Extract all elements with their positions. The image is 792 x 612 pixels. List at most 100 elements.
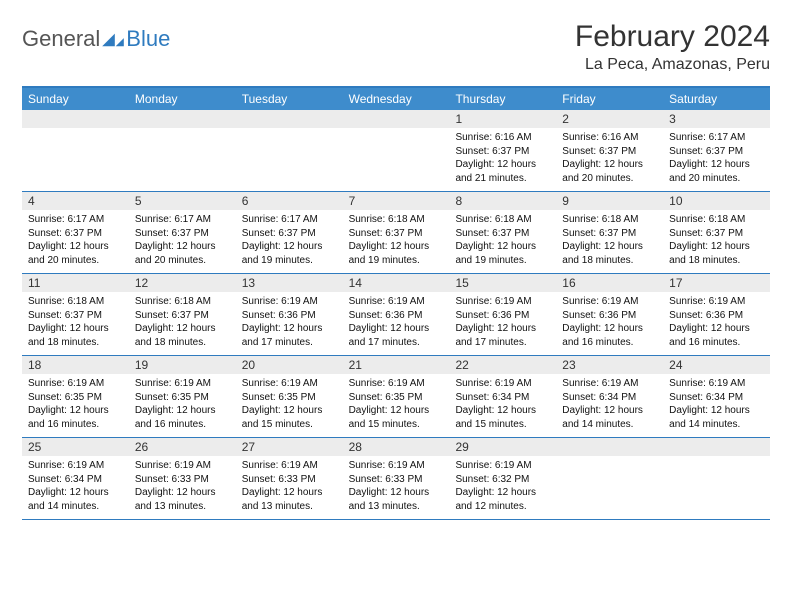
calendar-cell: 28 Sunrise: 6:19 AMSunset: 6:33 PMDayligh… (343, 438, 450, 519)
day-number: 21 (343, 356, 450, 374)
day-details: Sunrise: 6:19 AMSunset: 6:33 PMDaylight:… (236, 456, 343, 519)
sunset-line: Sunset: 6:37 PM (349, 227, 444, 241)
day-details: Sunrise: 6:18 AMSunset: 6:37 PMDaylight:… (556, 210, 663, 273)
sunrise-line: Sunrise: 6:19 AM (562, 295, 657, 309)
sunset-line: Sunset: 6:37 PM (562, 145, 657, 159)
calendar-cell: 25Sunrise: 6:19 AMSunset: 6:34 PMDayligh… (22, 438, 129, 519)
day-number: 28 (343, 438, 450, 456)
day-number: 24 (663, 356, 770, 374)
daylight-line: Daylight: 12 hours and 13 minutes. (349, 486, 444, 513)
day-details: Sunrise: 6:19 AMSunset: 6:35 PMDaylight:… (22, 374, 129, 437)
daylight-line: Daylight: 12 hours and 15 minutes. (349, 404, 444, 431)
sunset-line: Sunset: 6:34 PM (455, 391, 550, 405)
sunset-line: Sunset: 6:36 PM (669, 309, 764, 323)
daylight-line: Daylight: 12 hours and 18 minutes. (562, 240, 657, 267)
daylight-line: Daylight: 12 hours and 21 minutes. (455, 158, 550, 185)
sunrise-line: Sunrise: 6:17 AM (28, 213, 123, 227)
daylight-line: Daylight: 12 hours and 16 minutes. (562, 322, 657, 349)
calendar-cell: 17Sunrise: 6:19 AMSunset: 6:36 PMDayligh… (663, 274, 770, 355)
daylight-line: Daylight: 12 hours and 15 minutes. (455, 404, 550, 431)
sunset-line: Sunset: 6:37 PM (28, 309, 123, 323)
calendar-cell: 5Sunrise: 6:17 AMSunset: 6:37 PMDaylight… (129, 192, 236, 273)
sunrise-line: Sunrise: 6:18 AM (455, 213, 550, 227)
sunrise-line: Sunrise: 6:17 AM (242, 213, 337, 227)
day-number: 26 (129, 438, 236, 456)
day-details: Sunrise: 6:19 AMSunset: 6:36 PMDaylight:… (236, 292, 343, 355)
calendar-cell: 2Sunrise: 6:16 AMSunset: 6:37 PMDaylight… (556, 110, 663, 191)
sunrise-line: Sunrise: 6:19 AM (242, 295, 337, 309)
daylight-line: Daylight: 12 hours and 13 minutes. (242, 486, 337, 513)
calendar-cell: 15Sunrise: 6:19 AMSunset: 6:36 PMDayligh… (449, 274, 556, 355)
week-row: 1Sunrise: 6:16 AMSunset: 6:37 PMDaylight… (22, 110, 770, 192)
day-number: 14 (343, 274, 450, 292)
day-details: Sunrise: 6:19 AMSunset: 6:36 PMDaylight:… (449, 292, 556, 355)
sunset-line: Sunset: 6:36 PM (242, 309, 337, 323)
calendar-cell: 19Sunrise: 6:19 AMSunset: 6:35 PMDayligh… (129, 356, 236, 437)
week-row: 11Sunrise: 6:18 AMSunset: 6:37 PMDayligh… (22, 274, 770, 356)
day-header: Wednesday (343, 88, 450, 110)
day-details: Sunrise: 6:19 AMSunset: 6:33 PMDaylight:… (129, 456, 236, 519)
daylight-line: Daylight: 12 hours and 19 minutes. (242, 240, 337, 267)
calendar-cell: 24Sunrise: 6:19 AMSunset: 6:34 PMDayligh… (663, 356, 770, 437)
brand-logo: General Blue (22, 26, 170, 52)
calendar-cell: 21Sunrise: 6:19 AMSunset: 6:35 PMDayligh… (343, 356, 450, 437)
day-details: Sunrise: 6:19 AMSunset: 6:36 PMDaylight:… (556, 292, 663, 355)
sunset-line: Sunset: 6:36 PM (562, 309, 657, 323)
calendar-cell: 7Sunrise: 6:18 AMSunset: 6:37 PMDaylight… (343, 192, 450, 273)
sunrise-line: Sunrise: 6:19 AM (135, 459, 230, 473)
calendar-cell: 8Sunrise: 6:18 AMSunset: 6:37 PMDaylight… (449, 192, 556, 273)
daylight-line: Daylight: 12 hours and 15 minutes. (242, 404, 337, 431)
day-number (236, 110, 343, 128)
sunrise-line: Sunrise: 6:19 AM (562, 377, 657, 391)
calendar-cell: 3Sunrise: 6:17 AMSunset: 6:37 PMDaylight… (663, 110, 770, 191)
day-number: 5 (129, 192, 236, 210)
calendar-cell: 22Sunrise: 6:19 AMSunset: 6:34 PMDayligh… (449, 356, 556, 437)
day-header: Friday (556, 88, 663, 110)
calendar-cell: 10Sunrise: 6:18 AMSunset: 6:37 PMDayligh… (663, 192, 770, 273)
sunrise-line: Sunrise: 6:19 AM (669, 295, 764, 309)
sunrise-line: Sunrise: 6:19 AM (349, 459, 444, 473)
day-number: 29 (449, 438, 556, 456)
daylight-line: Daylight: 12 hours and 20 minutes. (28, 240, 123, 267)
calendar-cell-empty (22, 110, 129, 191)
sunset-line: Sunset: 6:34 PM (562, 391, 657, 405)
day-number (663, 438, 770, 456)
sunrise-line: Sunrise: 6:19 AM (349, 377, 444, 391)
sunset-line: Sunset: 6:34 PM (669, 391, 764, 405)
day-number: 9 (556, 192, 663, 210)
calendar-cell: 11Sunrise: 6:18 AMSunset: 6:37 PMDayligh… (22, 274, 129, 355)
page-header: General Blue February 2024 La Peca, Amaz… (22, 20, 770, 74)
daylight-line: Daylight: 12 hours and 18 minutes. (28, 322, 123, 349)
sunset-line: Sunset: 6:37 PM (455, 227, 550, 241)
day-number: 10 (663, 192, 770, 210)
sunset-line: Sunset: 6:37 PM (28, 227, 123, 241)
sunset-line: Sunset: 6:36 PM (349, 309, 444, 323)
daylight-line: Daylight: 12 hours and 18 minutes. (669, 240, 764, 267)
daylight-line: Daylight: 12 hours and 16 minutes. (135, 404, 230, 431)
daylight-line: Daylight: 12 hours and 19 minutes. (349, 240, 444, 267)
day-number: 18 (22, 356, 129, 374)
day-number: 19 (129, 356, 236, 374)
sunrise-line: Sunrise: 6:17 AM (669, 131, 764, 145)
calendar-cell: 23Sunrise: 6:19 AMSunset: 6:34 PMDayligh… (556, 356, 663, 437)
sunset-line: Sunset: 6:32 PM (455, 473, 550, 487)
daylight-line: Daylight: 12 hours and 17 minutes. (349, 322, 444, 349)
sunset-line: Sunset: 6:37 PM (562, 227, 657, 241)
day-number: 15 (449, 274, 556, 292)
day-number: 1 (449, 110, 556, 128)
sunset-line: Sunset: 6:35 PM (135, 391, 230, 405)
calendar-cell: 13Sunrise: 6:19 AMSunset: 6:36 PMDayligh… (236, 274, 343, 355)
month-title: February 2024 (575, 20, 770, 54)
week-row: 18Sunrise: 6:19 AMSunset: 6:35 PMDayligh… (22, 356, 770, 438)
calendar-cell-empty (129, 110, 236, 191)
calendar-cell-empty (556, 438, 663, 519)
day-number: 6 (236, 192, 343, 210)
calendar-cell: 20Sunrise: 6:19 AMSunset: 6:35 PMDayligh… (236, 356, 343, 437)
day-number: 12 (129, 274, 236, 292)
sunrise-line: Sunrise: 6:18 AM (28, 295, 123, 309)
day-number: 27 (236, 438, 343, 456)
daylight-line: Daylight: 12 hours and 18 minutes. (135, 322, 230, 349)
sunset-line: Sunset: 6:37 PM (669, 227, 764, 241)
day-details: Sunrise: 6:18 AMSunset: 6:37 PMDaylight:… (663, 210, 770, 273)
sunset-line: Sunset: 6:33 PM (349, 473, 444, 487)
